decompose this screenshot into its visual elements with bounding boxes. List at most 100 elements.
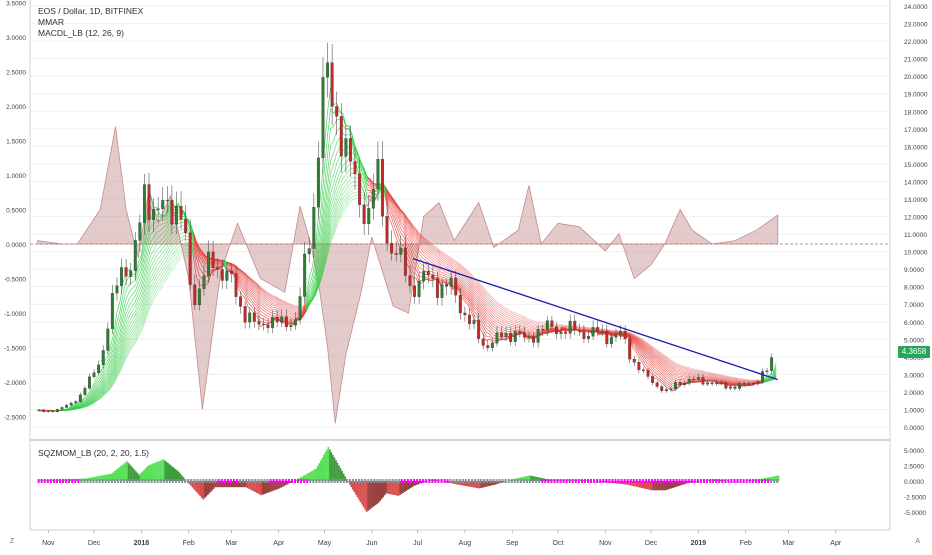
squeeze-dot [572, 479, 574, 483]
squeeze-dot [416, 479, 418, 483]
squeeze-dot [202, 479, 204, 483]
timezone-button[interactable]: Z [10, 538, 14, 545]
candle [303, 254, 306, 297]
chart-legend: EOS / Dollar, 1D, BITFINEX MMAR MACDL_LB… [38, 6, 143, 39]
momentum-bar [399, 481, 401, 495]
candle [267, 325, 270, 328]
squeeze-dot [71, 479, 73, 483]
squeeze-dot [627, 479, 629, 483]
squeeze-dot [471, 479, 473, 483]
candle [610, 337, 613, 344]
candle [596, 327, 599, 332]
momentum-bar [123, 464, 125, 481]
candle [230, 271, 233, 274]
squeeze-dot [498, 479, 500, 483]
right-tick-label: 14.0000 [904, 179, 928, 186]
squeeze-dot [755, 479, 757, 483]
squeeze-dot [160, 479, 162, 483]
squeeze-dot [544, 479, 546, 483]
squeeze-dot [419, 479, 421, 483]
candle [340, 116, 343, 156]
squeeze-dot [358, 479, 360, 483]
squeeze-dot [566, 479, 568, 483]
squeeze-dot [224, 479, 226, 483]
squeeze-dot [773, 479, 775, 483]
candle [381, 159, 384, 216]
squeeze-dot [605, 479, 607, 483]
squeeze-dot [285, 479, 287, 483]
squeeze-dot [53, 479, 55, 483]
squeeze-dot [175, 479, 177, 483]
squeeze-dot [477, 479, 479, 483]
squeeze-dot [718, 479, 720, 483]
candle [482, 339, 485, 346]
squeeze-dot [340, 479, 342, 483]
right-tick-label: 11.0000 [904, 232, 927, 239]
auto-scale-button[interactable]: A [915, 538, 920, 545]
squeeze-dot [47, 479, 49, 483]
indicator-sqzmom-label[interactable]: SQZMOM_LB (20, 2, 20, 1.5) [38, 448, 149, 458]
squeeze-dot [230, 479, 232, 483]
squeeze-dot [593, 479, 595, 483]
x-tick-label: Mar [225, 540, 238, 547]
squeeze-dot [44, 479, 46, 483]
squeeze-dot [398, 479, 400, 483]
x-tick-label: Apr [830, 540, 842, 547]
left-tick-label: 0.0000 [6, 242, 26, 249]
squeeze-dot [590, 479, 592, 483]
squeeze-dot [367, 479, 369, 483]
momentum-bar [169, 464, 171, 481]
candle [221, 269, 224, 280]
squeeze-dot [740, 479, 742, 483]
candle [711, 383, 714, 384]
candle [139, 223, 142, 241]
candle [184, 219, 187, 232]
squeeze-dot [181, 479, 183, 483]
squeeze-dot [636, 479, 638, 483]
indicator-macd-label[interactable]: MACDL_LB (12, 26, 9) [38, 28, 143, 39]
candle [450, 278, 453, 287]
momentum-bar [163, 459, 165, 481]
squeeze-dot [276, 479, 278, 483]
x-tick-label: Feb [740, 540, 752, 547]
squeeze-dot [483, 479, 485, 483]
squeeze-dot [541, 479, 543, 483]
symbol-title[interactable]: EOS / Dollar, 1D, BITFINEX [38, 6, 143, 17]
candle [294, 320, 297, 326]
candle [367, 208, 370, 224]
squeeze-dot [517, 479, 519, 483]
indicator-mmar-label[interactable]: MMAR [38, 17, 143, 28]
momentum-bar [325, 452, 327, 481]
squeeze-dot [676, 479, 678, 483]
squeeze-dot [407, 479, 409, 483]
candle [702, 377, 705, 384]
candle [427, 271, 430, 275]
candle [445, 284, 448, 286]
squeeze-dot [93, 479, 95, 483]
candle [766, 371, 769, 372]
x-tick-label: Mar [782, 540, 795, 547]
squeeze-dot [65, 479, 67, 483]
momentum-bar [155, 462, 157, 481]
squeeze-dot [166, 479, 168, 483]
candle [129, 271, 132, 277]
candle [180, 206, 183, 219]
squeeze-dot [163, 479, 165, 483]
candle [633, 359, 636, 362]
left-tick-label: -0.5000 [4, 277, 26, 284]
left-tick-label: -1.0000 [4, 311, 26, 318]
squeeze-dot [349, 479, 351, 483]
candle [770, 358, 773, 371]
candle [235, 274, 238, 297]
squeeze-dot [535, 479, 537, 483]
candle [207, 252, 210, 276]
squeeze-dot [364, 479, 366, 483]
candle [409, 275, 412, 285]
squeeze-dot [273, 479, 275, 483]
candle [606, 331, 609, 344]
squeeze-dot [578, 479, 580, 483]
squeeze-dots [38, 479, 779, 483]
candle [679, 382, 682, 384]
candle [519, 331, 522, 332]
